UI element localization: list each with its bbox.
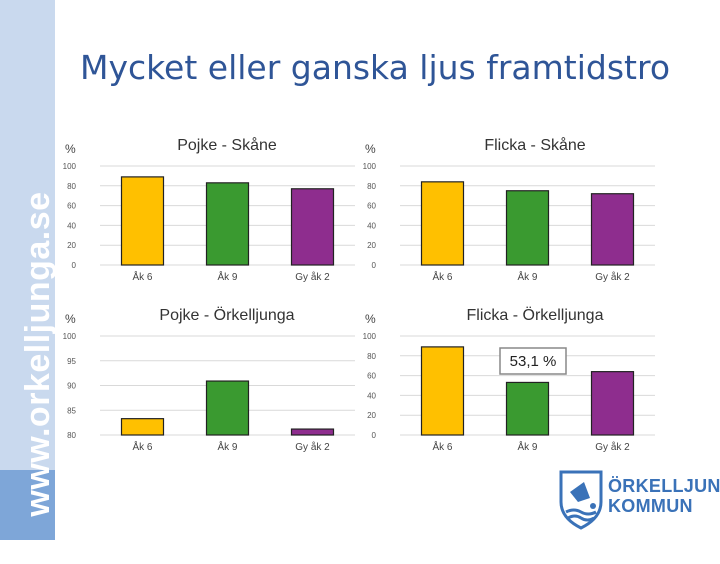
logo-line-1: ÖRKELLJUNGA	[608, 476, 720, 496]
x-tick-label: Gy åk 2	[295, 271, 330, 283]
y-tick-label: 40	[67, 221, 76, 230]
bar-2	[205, 380, 250, 436]
chart-flicka-orkelljunga: % Flicka - Örkelljunga 100 80 60 40 20 0 Åk 6 Åk …	[363, 306, 655, 453]
chart-title: Pojke - Örkelljunga	[159, 306, 294, 324]
y-tick-label: 0	[72, 261, 77, 270]
bar-2	[205, 182, 250, 266]
website-url: www.orkelljunga.se	[19, 191, 57, 517]
chart-title: Flicka - Skåne	[484, 136, 585, 154]
y-tick-label: 80	[67, 431, 76, 440]
x-tick-label: Gy åk 2	[295, 441, 330, 453]
y-tick-label: 20	[67, 241, 76, 250]
x-tick-label: Åk 6	[432, 270, 452, 283]
slide-title: Mycket eller ganska ljus framtidstro	[79, 48, 671, 87]
y-tick-label: 60	[367, 202, 376, 211]
y-tick-label: 100	[63, 332, 77, 341]
y-tick-label: 80	[367, 182, 376, 191]
x-tick-label: Åk 6	[432, 440, 452, 453]
sidebar-accent	[0, 470, 55, 540]
y-axis-label: %	[65, 312, 76, 326]
y-tick-label: 0	[372, 431, 377, 440]
chart-pojke-skane: % Pojke - Skåne 100 80 60 40 20 0 Åk 6 Åk 9 Gy åk …	[63, 136, 355, 283]
x-tick-label: Gy åk 2	[595, 441, 630, 453]
bar-1	[420, 181, 465, 266]
x-tick-label: Åk 9	[517, 270, 537, 283]
y-tick-label: 80	[67, 182, 76, 191]
x-tick-label: Åk 6	[132, 270, 152, 283]
x-tick-label: Åk 9	[217, 270, 237, 283]
chart-title: Pojke - Skåne	[177, 136, 277, 154]
bar-3	[290, 188, 335, 266]
y-tick-label: 0	[372, 261, 377, 270]
y-tick-label: 40	[367, 221, 376, 230]
y-tick-label: 100	[363, 332, 377, 341]
y-tick-label: 100	[363, 162, 377, 171]
y-tick-label: 60	[67, 202, 76, 211]
bar-1	[420, 346, 465, 436]
x-tick-label: Åk 9	[217, 440, 237, 453]
chart-flicka-skane: % Flicka - Skåne 100 80 60 40 20 0 Åk 6 Åk 9 Gy åk…	[363, 136, 655, 283]
annotation-box	[499, 347, 567, 375]
x-tick-label: Åk 6	[132, 440, 152, 453]
y-tick-label: 85	[67, 406, 76, 415]
chart-title: Flicka - Örkelljunga	[467, 306, 604, 324]
annotation-text: 53,1 %	[510, 353, 557, 370]
bar-1	[120, 176, 165, 266]
y-axis-label: %	[365, 312, 376, 326]
y-tick-label: 100	[63, 162, 77, 171]
y-tick-label: 60	[367, 372, 376, 381]
annotation-callout: 53,1 %	[499, 347, 567, 375]
y-tick-label: 90	[67, 382, 76, 391]
bar-1	[120, 418, 165, 436]
y-tick-label: 20	[367, 411, 376, 420]
x-tick-label: Åk 9	[517, 440, 537, 453]
bar-3	[590, 193, 635, 266]
y-tick-label: 95	[67, 357, 76, 366]
y-tick-label: 40	[367, 391, 376, 400]
y-tick-label: 20	[367, 241, 376, 250]
x-tick-label: Gy åk 2	[595, 271, 630, 283]
y-axis-label: %	[365, 142, 376, 156]
municipality-logo: ÖRKELLJUNGA KOMMUN	[556, 468, 720, 532]
bar-3	[290, 428, 335, 436]
bar-3	[590, 371, 635, 436]
sidebar: www.orkelljunga.se	[0, 0, 57, 540]
bar-2	[505, 381, 550, 436]
crest-icon	[559, 470, 603, 530]
logo-line-2: KOMMUN	[608, 496, 693, 516]
chart-pojke-orkelljunga: % Pojke - Örkelljunga 100 95 90 85 80 Åk 6 Åk 9 G…	[63, 306, 355, 453]
y-axis-label: %	[65, 142, 76, 156]
bar-2	[505, 190, 550, 266]
y-tick-label: 80	[367, 352, 376, 361]
